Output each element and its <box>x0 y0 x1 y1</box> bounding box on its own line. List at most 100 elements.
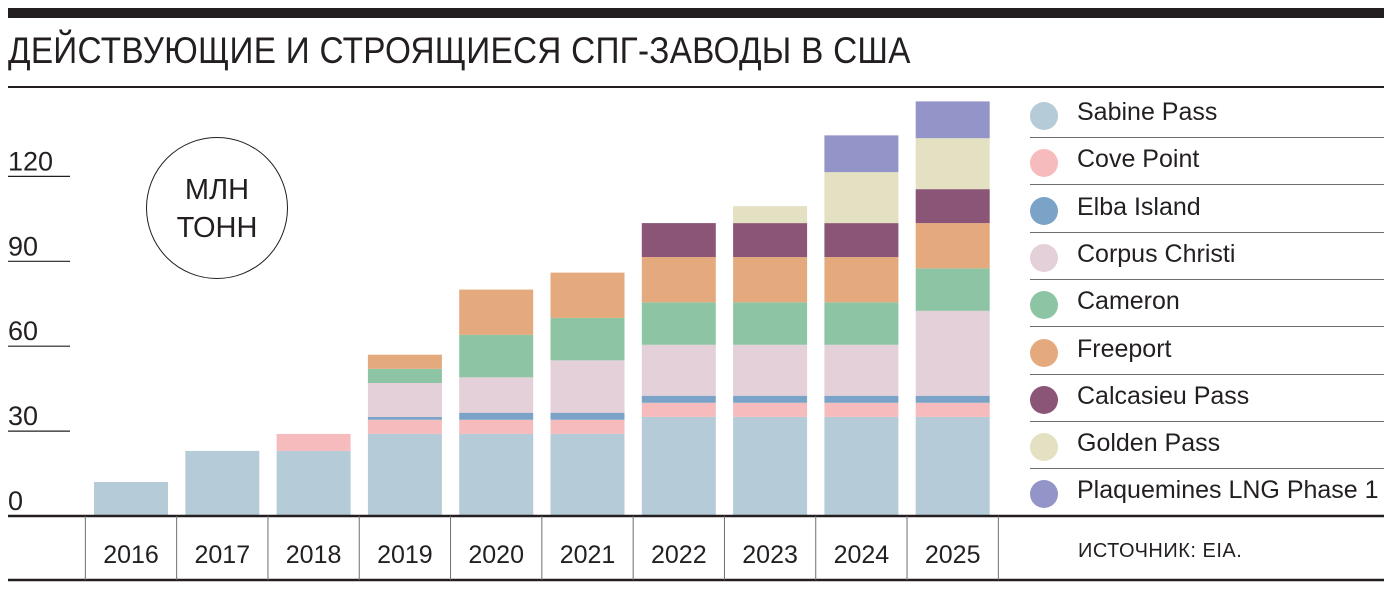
bar-segment-2022-corpus-christi <box>641 344 716 396</box>
legend-label: Sabine Pass <box>1077 98 1218 126</box>
y-tick-label: 0 <box>8 486 23 516</box>
bar-segment-2024-freeport <box>824 257 899 303</box>
x-tick-label-2024: 2024 <box>834 541 890 569</box>
bar-segment-2022-cameron <box>641 302 716 345</box>
x-tick-label-2018: 2018 <box>286 541 342 569</box>
bar-segment-2024-golden-pass <box>824 172 899 224</box>
bar-segment-2022-sabine-pass <box>641 416 716 516</box>
bar-segment-2021-corpus-christi <box>550 360 625 413</box>
y-tick-label: 90 <box>8 231 38 261</box>
y-tick-label: 60 <box>8 316 38 346</box>
bar-segment-2025-golden-pass <box>915 138 990 190</box>
bar-segment-2019-sabine-pass <box>367 433 442 516</box>
x-tick-label-2025: 2025 <box>925 541 981 569</box>
legend-label: Freeport <box>1077 334 1172 363</box>
y-tick-label: 30 <box>8 401 38 431</box>
legend-divider <box>1030 468 1384 470</box>
bar-segment-2021-cove-point <box>550 419 625 434</box>
x-tick-label-2020: 2020 <box>468 541 524 569</box>
bar-segment-2019-freeport <box>367 354 442 369</box>
x-tick-label-2022: 2022 <box>651 541 707 569</box>
bar-segment-2021-elba-island <box>550 412 625 420</box>
bar-segment-2024-sabine-pass <box>824 416 899 516</box>
bar-segment-2025-calcasieu-pass <box>915 189 990 224</box>
bar-segment-2019-elba-island <box>367 416 442 420</box>
legend-divider <box>1030 420 1384 422</box>
bar-segment-2025-cameron <box>915 268 990 311</box>
legend-divider <box>1030 373 1384 375</box>
title-rule <box>8 86 1384 88</box>
bar-segment-2021-sabine-pass <box>550 433 625 516</box>
bar-segment-2024-cove-point <box>824 402 899 417</box>
y-tick-label: 120 <box>8 146 53 176</box>
bar-segment-2023-cameron <box>733 302 808 345</box>
legend-item-corpus-christi: Corpus Christi <box>1030 238 1390 272</box>
bar-segment-2023-cove-point <box>733 402 808 417</box>
legend-label: Corpus Christi <box>1077 239 1236 268</box>
bar-segment-2023-freeport <box>733 257 808 303</box>
bar-segment-2023-sabine-pass <box>733 416 808 516</box>
legend-item-cove-point: Cove Point <box>1030 143 1390 178</box>
bar-segment-2025-corpus-christi <box>915 310 990 396</box>
bar-segment-2025-plaquemines-lng-phase-1 <box>915 101 990 139</box>
unit-line-2: ТОНН <box>176 212 258 244</box>
legend-divider <box>1030 326 1384 328</box>
legend-swatch <box>1030 385 1058 414</box>
bars <box>94 101 990 516</box>
bar-segment-2022-freeport <box>641 257 716 303</box>
legend-item-freeport: Freeport <box>1030 333 1390 367</box>
bar-segment-2020-cameron <box>459 334 534 378</box>
legend-divider <box>1030 231 1384 233</box>
legend-divider <box>1030 137 1384 138</box>
bar-segment-2021-cameron <box>550 317 625 361</box>
bar-segment-2025-sabine-pass <box>915 416 990 516</box>
legend-swatch <box>1030 149 1058 178</box>
bar-segment-2019-cameron <box>367 368 442 383</box>
bar-segment-2024-calcasieu-pass <box>824 223 899 258</box>
legend-label: Calcasieu Pass <box>1077 381 1250 410</box>
bar-segment-2023-elba-island <box>733 395 808 403</box>
legend-swatch <box>1030 291 1058 320</box>
legend-item-calcasieu-pass: Calcasieu Pass <box>1030 380 1390 414</box>
bar-segment-2020-elba-island <box>459 412 534 420</box>
bar-segment-2025-cove-point <box>915 402 990 417</box>
bar-segment-2025-freeport <box>915 223 990 269</box>
bar-segment-2021-freeport <box>550 272 625 318</box>
legend-label: Cove Point <box>1077 145 1200 174</box>
bar-segment-2022-cove-point <box>641 402 716 417</box>
legend-swatch <box>1030 338 1058 367</box>
bar-segment-2023-golden-pass <box>733 206 808 224</box>
bar-segment-2020-corpus-christi <box>459 377 534 413</box>
bar-segment-2024-corpus-christi <box>824 344 899 396</box>
legend-label: Cameron <box>1077 287 1180 316</box>
x-tick-label-2023: 2023 <box>742 541 798 569</box>
x-tick-label-2016: 2016 <box>103 541 159 569</box>
bar-segment-2024-elba-island <box>824 395 899 403</box>
bar-segment-2019-cove-point <box>367 419 442 434</box>
legend-divider <box>1030 278 1384 280</box>
bar-segment-2023-calcasieu-pass <box>733 223 808 258</box>
legend-item-elba-island: Elba Island <box>1030 191 1390 225</box>
bar-segment-2018-sabine-pass <box>276 450 351 516</box>
bar-segment-2023-corpus-christi <box>733 344 808 396</box>
bar-segment-2019-corpus-christi <box>367 382 442 417</box>
bar-segment-2017-sabine-pass <box>185 450 260 516</box>
bar-segment-2025-elba-island <box>915 395 990 403</box>
legend-swatch <box>1030 196 1058 225</box>
bar-segment-2016-sabine-pass <box>94 482 168 516</box>
legend-swatch <box>1030 243 1058 272</box>
legend-item-sabine-pass: Sabine Pass <box>1030 96 1390 130</box>
legend-divider <box>1030 184 1384 186</box>
x-tick-label-2019: 2019 <box>377 541 433 569</box>
bar-segment-2024-cameron <box>824 302 899 345</box>
y-axis: 0 30 60 90 120 <box>8 146 70 516</box>
x-tick-label-2021: 2021 <box>560 541 616 569</box>
bar-segment-2020-cove-point <box>459 419 534 434</box>
chart-title: ДЕЙСТВУЮЩИЕ И СТРОЯЩИЕСЯ СПГ-ЗАВОДЫ В СШ… <box>8 30 911 71</box>
bar-segment-2018-cove-point <box>276 433 351 451</box>
bar-segment-2022-calcasieu-pass <box>641 223 716 258</box>
legend-item-plaquemines-lng-phase-1: Plaquemines LNG Phase 1 <box>1030 474 1390 509</box>
x-tick-label-2017: 2017 <box>194 541 250 569</box>
bar-segment-2020-freeport <box>459 289 534 335</box>
legend-swatch <box>1030 102 1058 130</box>
